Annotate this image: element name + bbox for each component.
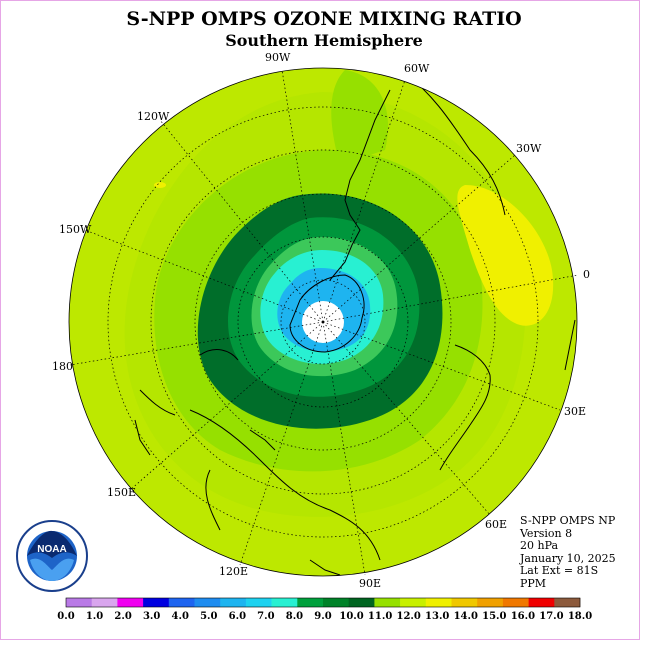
info-date: January 10, 2025 <box>520 551 616 565</box>
lon-label-0: 0 <box>583 268 590 281</box>
map-frame <box>0 0 640 640</box>
info-units: PPM <box>520 576 547 590</box>
info-block: S-NPP OMPS NP Version 8 20 hPa January 1… <box>520 514 616 590</box>
info-instrument: S-NPP OMPS NP <box>520 514 616 527</box>
lon-label-60e: 60E <box>485 518 508 531</box>
lon-label-180: 180 <box>52 360 73 373</box>
lon-label-90w: 90W <box>265 51 291 64</box>
info-level: 20 hPa <box>520 539 559 552</box>
info-version: Version 8 <box>520 526 573 540</box>
high-value-patch <box>457 185 554 326</box>
latitude-circles <box>107 106 539 538</box>
map-boundary <box>68 67 578 577</box>
meridians <box>69 69 579 576</box>
lon-label-30e: 30E <box>564 405 587 418</box>
lon-label-60w: 60W <box>404 62 430 75</box>
info-lat-ext: Lat Ext = 81S <box>520 564 599 577</box>
map-subtitle: Southern Hemisphere <box>225 31 423 50</box>
lon-label-120w: 120W <box>137 110 170 123</box>
lon-label-90e: 90E <box>359 577 382 590</box>
map-title: S-NPP OMPS OZONE MIXING RATIO <box>126 8 522 30</box>
lon-label-150e: 150E <box>107 486 137 499</box>
lon-label-120e: 120E <box>219 565 249 578</box>
lon-label-150w: 150W <box>59 223 92 236</box>
lon-label-30w: 30W <box>516 142 542 155</box>
